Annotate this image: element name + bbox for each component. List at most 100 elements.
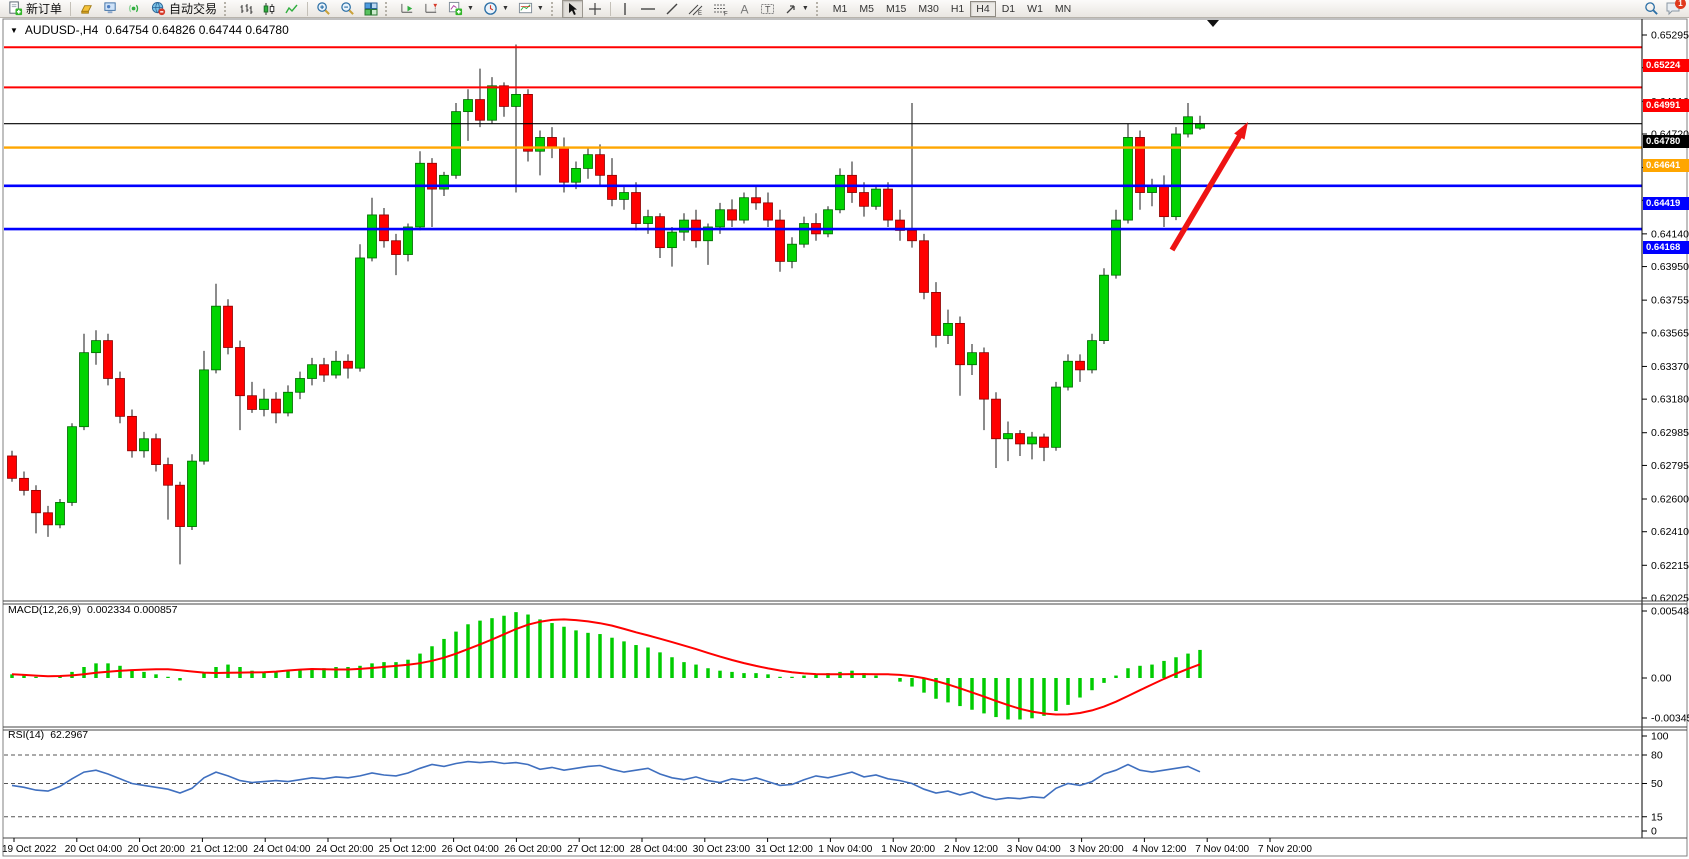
time-axis-label: 28 Oct 04:00 (630, 844, 688, 855)
price-axis-tick-label: 0.62985 (1651, 427, 1689, 439)
chart-shift-button[interactable] (420, 0, 443, 18)
timeframe-button-m15[interactable]: M15 (885, 2, 907, 15)
market-watch-button[interactable] (75, 0, 98, 18)
toolbar-grip (385, 1, 392, 16)
candle-body (355, 257, 365, 369)
cursor-tool-button[interactable] (561, 0, 583, 18)
vertical-line-tool-button[interactable] (615, 0, 635, 18)
price-line-badge: 0.65224 (1643, 58, 1689, 72)
zoom-in-icon (317, 2, 330, 15)
signal-icon (128, 4, 139, 13)
price-line-badge: 0.64419 (1643, 197, 1689, 211)
search-icon[interactable] (1644, 1, 1659, 16)
crosshair-icon (588, 2, 601, 15)
chart-menu-arrow-icon[interactable]: ▼ (10, 25, 18, 35)
price-line-badge: 0.64780 (1643, 135, 1689, 149)
timeframe-button-w1[interactable]: W1 (1027, 2, 1043, 15)
zoom-in-button[interactable] (312, 0, 335, 18)
tile-windows-button[interactable] (360, 0, 382, 18)
chat-unread-badge: 1 (1675, 0, 1686, 9)
candle-body (19, 477, 29, 491)
time-axis-label: 26 Oct 20:00 (504, 844, 562, 855)
zoom-out-button[interactable] (336, 0, 359, 18)
toolbar-separator (307, 1, 309, 16)
candle-body (199, 369, 209, 462)
candle-body (523, 93, 533, 152)
candle-body (427, 162, 437, 190)
rsi-value: 62.2967 (50, 729, 89, 741)
candle-body (583, 154, 593, 169)
candle-body (727, 209, 737, 221)
trendline-tool-button[interactable] (661, 0, 683, 18)
candle-body (655, 216, 665, 249)
time-axis-label: 3 Nov 04:00 (1007, 844, 1061, 855)
candlestick-chart-button[interactable] (258, 0, 280, 18)
annotation-arrow-head[interactable] (1234, 122, 1248, 140)
candle-body (295, 378, 305, 393)
candle-body (1159, 185, 1169, 218)
candle-body (919, 240, 929, 293)
candle-body (139, 438, 149, 452)
timeframe-button-m1[interactable]: M1 (832, 2, 848, 15)
chart-shift-marker[interactable] (1207, 20, 1219, 27)
macd-pane-label: MACD(12,26,9) 0.002334 0.000857 (8, 604, 177, 616)
candle-body (511, 93, 521, 107)
toolbar-grip (815, 1, 823, 16)
timeframe-button-m5[interactable]: M5 (859, 2, 874, 15)
price-axis-tick-label: 0.62025 (1651, 593, 1689, 605)
timeframe-button-m30[interactable]: M30 (918, 2, 939, 15)
terminal-button[interactable] (99, 0, 122, 18)
horizontal-line-tool-button[interactable] (636, 0, 660, 18)
candle-body (979, 352, 989, 400)
timeframe-button-mn[interactable]: MN (1054, 2, 1072, 15)
horizontal-line-icon (640, 7, 655, 10)
text-label-tool-button[interactable]: T (756, 0, 779, 18)
gold-bar-icon (81, 5, 92, 14)
new-order-button[interactable]: 新订单 (4, 0, 66, 18)
equidistant-channel-tool-button[interactable]: E (684, 0, 708, 18)
timeframe-button-d1[interactable]: D1 (1001, 2, 1016, 15)
line-chart-button[interactable] (281, 0, 303, 18)
autotrade-button[interactable]: 自动交易 (147, 0, 221, 18)
candle-body (751, 197, 761, 204)
candle-body (859, 192, 869, 207)
new-order-label: 新订单 (26, 2, 63, 16)
macd-values: 0.002334 0.000857 (86, 604, 178, 616)
candle-body (211, 305, 221, 371)
fibonacci-tool-button[interactable]: F (709, 0, 733, 18)
time-axis-label: 26 Oct 04:00 (442, 844, 500, 855)
candle-body (223, 305, 233, 348)
time-axis-label: 1 Nov 04:00 (818, 844, 872, 855)
time-axis-label: 3 Nov 20:00 (1070, 844, 1124, 855)
chart-canvas[interactable]: 0.652950.651050.649100.647200.645250.643… (0, 18, 1689, 859)
dropdown-caret-icon: ▼ (467, 5, 474, 12)
text-icon: A (740, 2, 748, 16)
periods-button[interactable]: ▼ (479, 0, 513, 18)
crosshair-tool-button[interactable] (584, 0, 606, 18)
chat-button[interactable]: 1 (1665, 0, 1686, 16)
text-tool-button[interactable]: A (734, 0, 755, 18)
signals-button[interactable] (123, 0, 146, 18)
chart-symbol-period: AUDUSD-,H4 (24, 23, 99, 37)
chart-ohlc-values: 0.64754 0.64826 0.64744 0.64780 (105, 23, 289, 37)
toolbar-separator (70, 1, 72, 16)
time-axis-label: 30 Oct 23:00 (693, 844, 751, 855)
timeframe-button-h4[interactable]: H4 (970, 0, 996, 17)
toolbar-separator (609, 1, 611, 16)
arrows-tool-button[interactable]: ▼ (780, 0, 813, 18)
dropdown-caret-icon: ▼ (801, 5, 809, 12)
timeframe-button-h1[interactable]: H1 (950, 2, 965, 15)
indicators-button[interactable]: ▼ (444, 0, 478, 18)
bar-chart-button[interactable] (235, 0, 257, 18)
candle-body (883, 188, 893, 221)
time-axis-label: 25 Oct 12:00 (379, 844, 437, 855)
candle-body (1087, 340, 1097, 371)
auto-scroll-button[interactable] (396, 0, 419, 18)
terminal-icon (104, 2, 116, 14)
annotation-arrow-line[interactable] (1169, 130, 1245, 252)
candle-body (931, 291, 941, 336)
candle-body (1015, 433, 1025, 445)
macd-axis-label: -0.003457 (1651, 713, 1689, 725)
price-line-badge: 0.64168 (1643, 240, 1689, 254)
templates-button[interactable]: ▼ (514, 0, 548, 18)
